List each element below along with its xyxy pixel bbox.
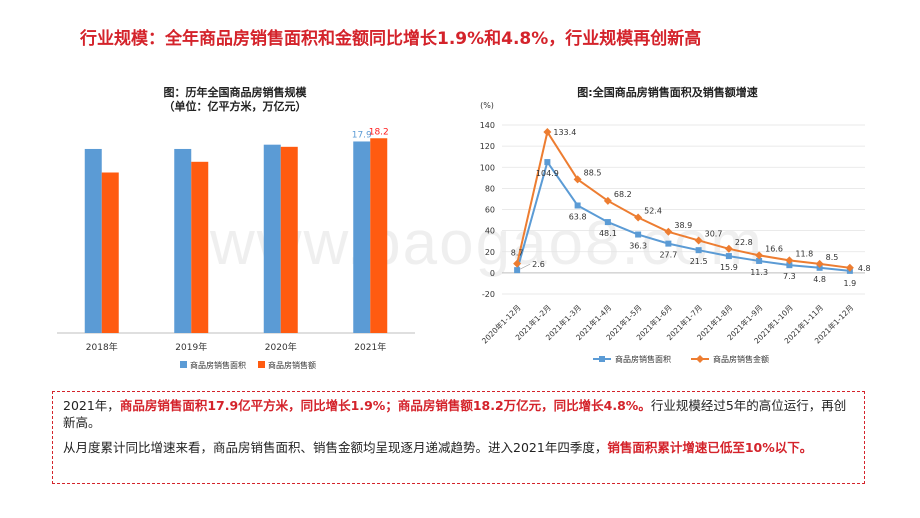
y-tick-label: 80 bbox=[485, 184, 495, 193]
data-label: 17.9 bbox=[352, 130, 372, 140]
summary-text: 2021年， bbox=[63, 398, 120, 413]
amount-point bbox=[785, 256, 794, 265]
area-point bbox=[544, 159, 551, 166]
data-label: 4.8 bbox=[813, 275, 826, 284]
area-point bbox=[635, 231, 642, 238]
area-point bbox=[756, 257, 763, 264]
legend-label: 商品房销售金额 bbox=[713, 354, 769, 364]
data-label: 88.5 bbox=[584, 168, 602, 177]
summary-highlight: 商品房销售面积17.9亿平方米，同比增长1.9%；商品房销售额18.2万亿元，同… bbox=[119, 398, 651, 413]
bar-amount bbox=[101, 172, 119, 333]
legend-label: 商品房销售面积 bbox=[190, 360, 246, 370]
data-label: 11.8 bbox=[795, 249, 813, 258]
legend-swatch bbox=[180, 361, 187, 368]
summary-paragraph-2: 从月度累计同比增速来看，商品房销售面积、销售金额均呈现逐月递减趋势。进入2021… bbox=[63, 439, 854, 456]
amount-point bbox=[543, 127, 552, 136]
y-tick-label: 40 bbox=[485, 227, 495, 236]
data-label: 15.9 bbox=[720, 263, 738, 272]
summary-highlight: 销售面积累计增速已低至10%以下。 bbox=[607, 440, 813, 455]
data-label: 21.5 bbox=[690, 257, 708, 266]
bar-area bbox=[174, 148, 192, 333]
page-headline: 行业规模：全年商品房销售面积和金额同比增长1.9%和4.8%，行业规模再创新高 bbox=[80, 29, 702, 49]
summary-paragraph-1: 2021年，商品房销售面积17.9亿平方米，同比增长1.9%；商品房销售额18.… bbox=[63, 397, 854, 431]
summary-text: 从月度累计同比增速来看，商品房销售面积、销售金额均呈现逐月递减趋势。进入2021… bbox=[63, 440, 608, 455]
data-label: 22.8 bbox=[735, 238, 753, 247]
y-tick-label: 140 bbox=[480, 121, 495, 130]
bar-area bbox=[84, 148, 102, 333]
data-label: 52.4 bbox=[644, 207, 662, 216]
amount-point bbox=[513, 259, 522, 268]
area-point bbox=[514, 267, 521, 274]
leader-line bbox=[519, 263, 531, 270]
data-label: 68.2 bbox=[614, 190, 632, 199]
amount-point bbox=[603, 196, 612, 205]
legend-marker bbox=[696, 355, 704, 363]
amount-point bbox=[845, 263, 854, 272]
data-label: 18.2 bbox=[369, 127, 389, 137]
amount-point bbox=[664, 227, 673, 236]
data-label: 11.3 bbox=[750, 268, 768, 277]
data-label: 8.7 bbox=[511, 249, 524, 258]
data-label: 48.1 bbox=[599, 229, 617, 238]
data-label: 36.3 bbox=[629, 242, 647, 251]
y-tick-label: 100 bbox=[480, 163, 495, 172]
data-label: 4.8 bbox=[858, 264, 871, 273]
x-tick-label: 2020年 bbox=[265, 341, 297, 353]
legend-marker bbox=[599, 356, 605, 362]
y-tick-label: 0 bbox=[490, 269, 495, 278]
summary-box: 2021年，商品房销售面积17.9亿平方米，同比增长1.9%；商品房销售额18.… bbox=[52, 391, 865, 484]
data-label: 1.9 bbox=[844, 279, 857, 288]
y-tick-label: 20 bbox=[485, 248, 495, 257]
legend-label: 商品房销售面积 bbox=[615, 354, 671, 364]
data-label: 16.6 bbox=[765, 244, 783, 253]
y-tick-label: 120 bbox=[480, 142, 495, 151]
data-label: 133.4 bbox=[553, 128, 576, 137]
area-growth-line bbox=[516, 159, 850, 272]
line-chart-title: 图:全国商品房销售面积及销售额增速 bbox=[577, 86, 758, 99]
y-tick-label: 60 bbox=[485, 206, 495, 215]
amount-point bbox=[724, 244, 733, 253]
y-axis-unit: (%) bbox=[480, 101, 494, 110]
y-tick-label: -20 bbox=[482, 290, 495, 299]
legend-label: 商品房销售额 bbox=[268, 360, 316, 370]
x-tick-label: 2018年 bbox=[86, 341, 118, 353]
amount-point bbox=[815, 259, 824, 268]
amount-point bbox=[634, 213, 643, 222]
amount-point bbox=[573, 175, 582, 184]
bar-chart-subtitle: （单位：亿平方米，万亿元） bbox=[163, 100, 307, 113]
area-point bbox=[725, 253, 732, 260]
legend-swatch bbox=[258, 361, 265, 368]
data-label: 27.7 bbox=[659, 251, 677, 260]
data-label: 63.8 bbox=[569, 212, 587, 221]
amount-growth-line bbox=[516, 129, 851, 269]
data-label: 30.7 bbox=[705, 229, 723, 238]
area-point bbox=[604, 219, 611, 226]
bar-chart: 2018年 2019年 2020年 2021年 17.918.2 商品房销售面积 商品房销售… bbox=[57, 127, 415, 370]
area-point bbox=[695, 247, 702, 254]
area-point bbox=[574, 202, 581, 209]
amount-point bbox=[694, 236, 703, 245]
area-point bbox=[665, 240, 672, 247]
x-tick-label: 2021年 bbox=[354, 341, 386, 353]
x-tick-label: 2019年 bbox=[175, 341, 207, 353]
area-point bbox=[786, 262, 793, 269]
bar-chart-panel: 图：历年全国商品房销售规模 （单位：亿平方米，万亿元） 2018年 2019年 20… bbox=[40, 78, 430, 383]
line-chart-panel: 图:全国商品房销售面积及销售额增速 (%) -20 0 20 40 60 80 100 120 1… bbox=[455, 78, 880, 383]
data-label: 7.3 bbox=[783, 272, 796, 281]
summary-text: 行业规模经过5年的高位运行，再创新高。 bbox=[63, 398, 847, 430]
bar-amount bbox=[370, 138, 388, 333]
bar-area bbox=[353, 141, 371, 333]
bar-amount bbox=[191, 161, 209, 333]
bar-amount bbox=[280, 146, 298, 333]
data-label: 38.9 bbox=[674, 221, 692, 230]
data-label: 8.5 bbox=[826, 253, 839, 262]
amount-point bbox=[755, 251, 764, 260]
data-label: 2.6 bbox=[532, 260, 545, 269]
data-label: 104.9 bbox=[536, 169, 559, 178]
line-chart: (%)-200204060801001201402020年1-12月2021年1… bbox=[479, 101, 871, 364]
bar-chart-title: 图：历年全国商品房销售规模 bbox=[163, 86, 307, 99]
bar-area bbox=[263, 144, 281, 333]
